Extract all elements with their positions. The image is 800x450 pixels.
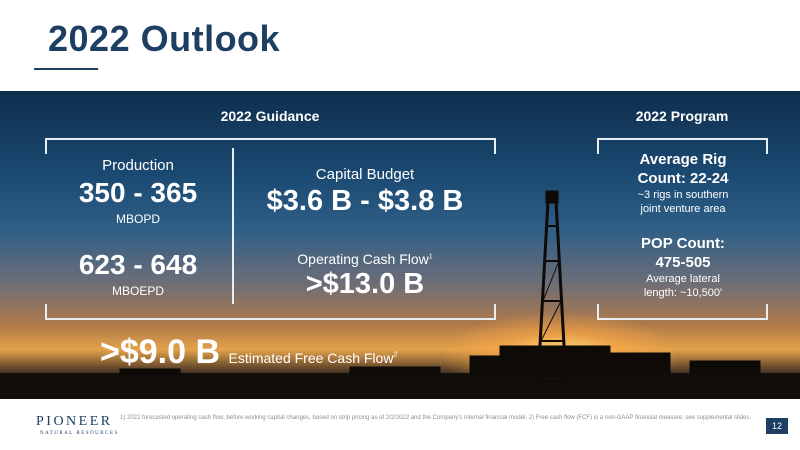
program-box-left-bottom (597, 304, 599, 320)
title-underline (34, 68, 98, 70)
rig-count-title-line2: Count: 22-24 (637, 170, 729, 187)
company-logo: PIONEER (36, 414, 113, 429)
rig-count-title: Average Rig Count: 22-24 (598, 150, 768, 188)
ground-silhouette (0, 373, 800, 399)
guidance-box-left-top (45, 138, 47, 154)
capital-budget-value: $3.6 B - $3.8 B (266, 185, 464, 217)
rig-count-detail-line2: joint venture area (640, 203, 726, 215)
guidance-box-left-bottom (45, 304, 47, 320)
company-logo-subtitle: NATURAL RESOURCES (40, 431, 119, 436)
page-number-badge: 12 (766, 418, 788, 434)
program-box-bottom (597, 318, 768, 320)
program-box-right-bottom (766, 304, 768, 320)
pop-count-detail-line1: Average lateral (646, 273, 720, 285)
rig-count-detail-line1: ~3 rigs in southern (637, 189, 729, 201)
pop-count-title-line1: POP Count: (641, 235, 725, 252)
free-cash-flow-value: >$9.0 B (100, 333, 221, 371)
program-heading: 2022 Program (635, 108, 729, 124)
guidance-box-right-top (494, 138, 496, 154)
pop-count-title: POP Count: 475-505 (598, 234, 768, 272)
guidance-divider (232, 148, 234, 304)
program-box-top (597, 138, 768, 140)
operating-cash-flow-value: >$13.0 B (305, 268, 425, 300)
production-total-value: 623 - 648 (78, 249, 198, 280)
capital-budget-label: Capital Budget (315, 166, 415, 183)
program-box-left-top (597, 138, 599, 154)
pop-count-title-line2: 475-505 (655, 254, 711, 271)
free-cash-flow-row: >$9.0 B Estimated Free Cash Flow2 (100, 333, 397, 372)
production-total-unit: MBOEPD (111, 284, 164, 298)
guidance-heading: 2022 Guidance (220, 108, 320, 124)
operating-cash-flow-label: Operating Cash Flow1 (297, 251, 433, 267)
hero-background-image: 2022 Guidance (0, 91, 800, 399)
guidance-box-top (45, 138, 496, 140)
footnote-text: 1) 2022 forecasted operating cash flow, … (120, 415, 752, 421)
page-title: 2022 Outlook (48, 18, 281, 59)
rig-count-detail: ~3 rigs in southern joint venture area (598, 188, 768, 216)
drilling-rig-silhouette (119, 190, 761, 383)
program-box-right-top (766, 138, 768, 154)
guidance-box-bottom (45, 318, 496, 320)
fcf-footnote-marker: 2 (393, 351, 398, 359)
pop-count-detail-line2: length: ~10,500' (643, 287, 723, 299)
rig-count-title-line1: Average Rig (639, 151, 727, 168)
pop-count-detail: Average lateral length: ~10,500' (598, 272, 768, 300)
guidance-box-right-bottom (494, 304, 496, 320)
ocf-footnote-marker: 1 (428, 253, 433, 261)
free-cash-flow-label: Estimated Free Cash Flow (228, 350, 394, 366)
production-label: Production (102, 157, 174, 174)
production-oil-value: 350 - 365 (78, 177, 198, 208)
production-oil-unit: MBOPD (115, 212, 160, 226)
